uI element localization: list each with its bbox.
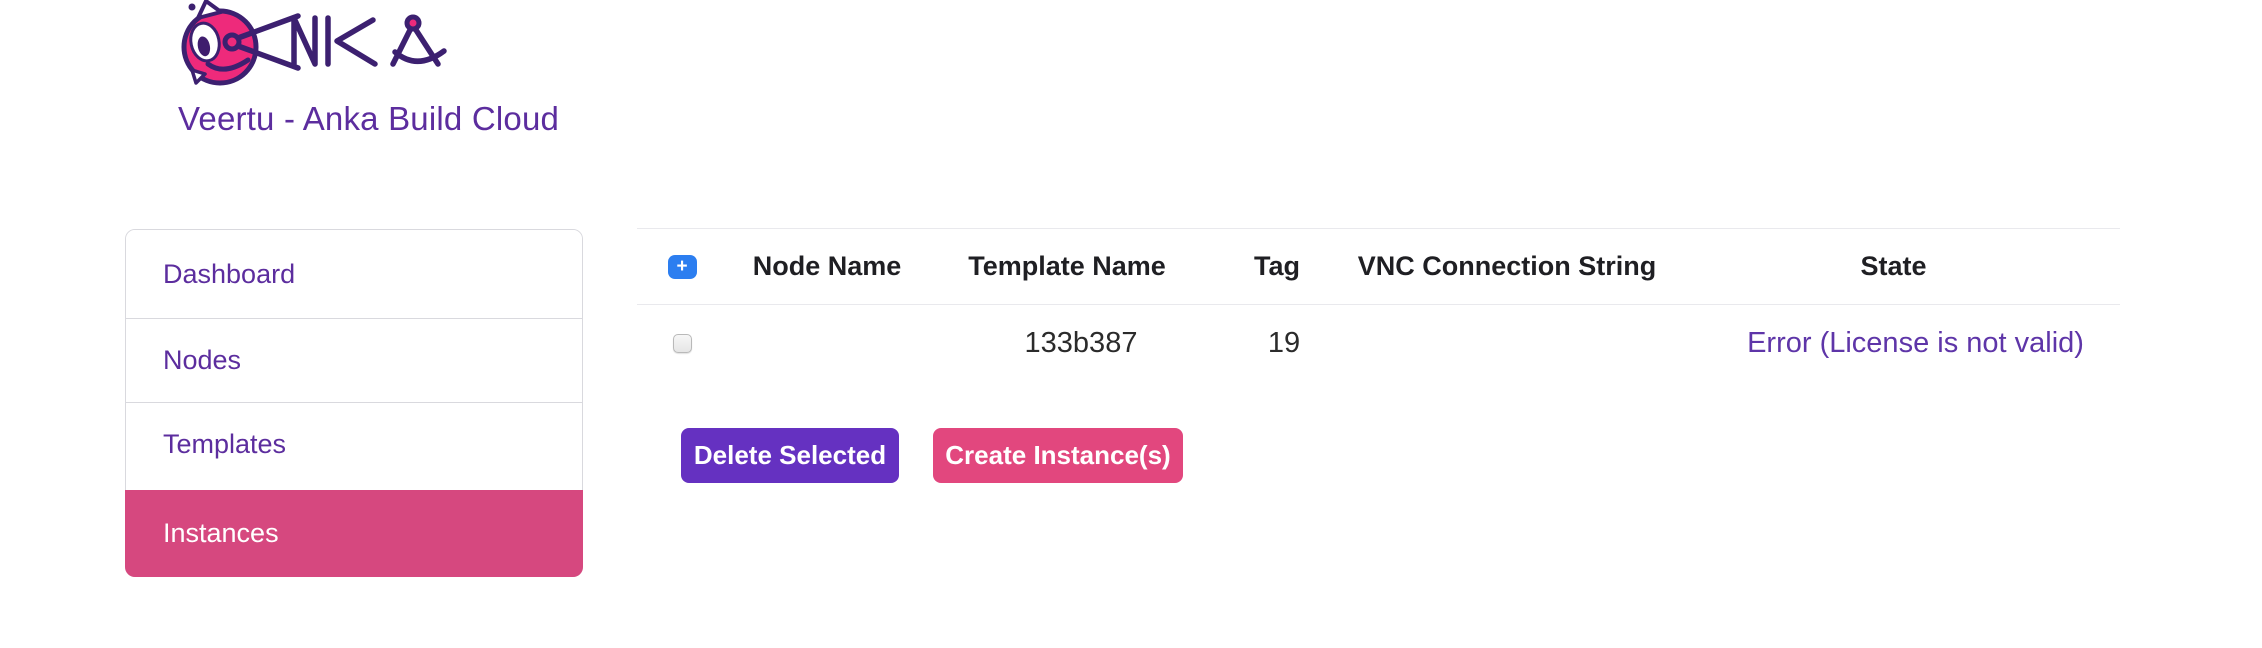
cell-tag: 19 — [1267, 326, 1301, 359]
sidebar-item-templates[interactable]: Templates — [126, 402, 582, 486]
cell-node-name — [727, 305, 927, 381]
cell-template-name: 133b387 — [1024, 326, 1138, 359]
sidebar-item-nodes[interactable]: Nodes — [126, 318, 582, 402]
page-title: Veertu - Anka Build Cloud — [178, 100, 560, 137]
row-checkbox[interactable] — [672, 333, 692, 353]
column-header-state: State — [1860, 251, 1927, 281]
sidebar-item-label: Nodes — [163, 345, 242, 375]
sidebar-item-dashboard[interactable]: Dashboard — [126, 230, 582, 318]
create-instances-button[interactable]: Create Instance(s) — [933, 428, 1183, 483]
delete-selected-button[interactable]: Delete Selected — [681, 428, 899, 483]
cell-state: Error (License is not valid) — [1747, 326, 2084, 359]
sidebar-item-instances[interactable]: Instances — [125, 490, 583, 577]
column-header-node-name: Node Name — [752, 251, 902, 281]
table-header-row: + Node Name Template Name Tag VNC Connec… — [637, 228, 2120, 305]
table-row: 133b387 19 Error (License is not valid) — [637, 305, 2120, 381]
column-header-template-name: Template Name — [968, 251, 1166, 281]
cell-vnc-connection-string — [1347, 305, 1667, 381]
action-buttons: Delete Selected Create Instance(s) — [681, 428, 1183, 483]
sidebar-item-label: Instances — [163, 518, 279, 548]
select-all-button[interactable]: + — [667, 254, 697, 279]
plus-icon: + — [676, 255, 688, 277]
column-header-tag: Tag — [1254, 251, 1300, 281]
instances-table: + Node Name Template Name Tag VNC Connec… — [637, 228, 2120, 381]
anka-logo — [181, 0, 447, 86]
column-header-vnc-connection-string: VNC Connection String — [1357, 251, 1657, 281]
sidebar-item-label: Templates — [163, 429, 287, 459]
sidebar-nav: Dashboard Nodes Templates Instances — [125, 229, 583, 577]
sidebar-item-label: Dashboard — [163, 258, 296, 289]
